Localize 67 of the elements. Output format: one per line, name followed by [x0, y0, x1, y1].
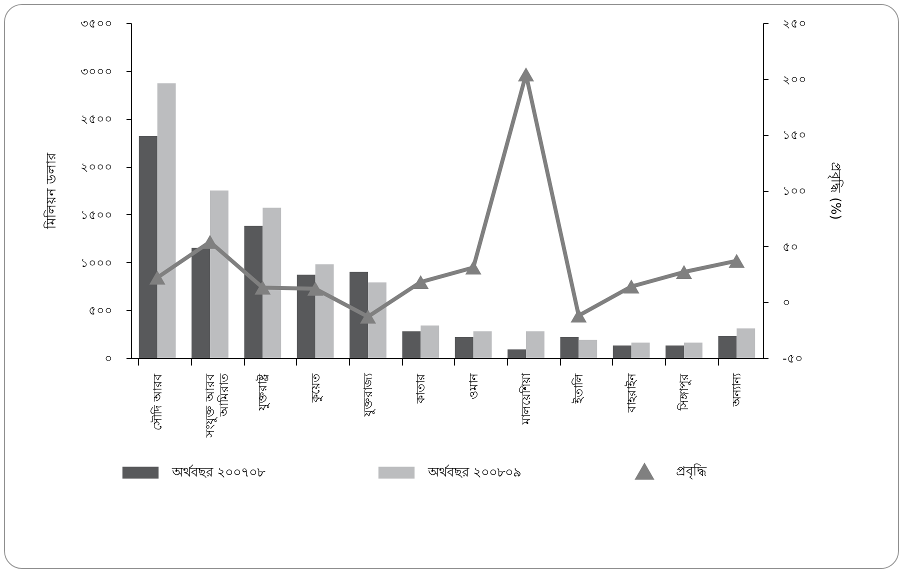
bar	[368, 282, 386, 358]
bar	[210, 190, 228, 358]
y-tick-label: ১০০০	[80, 256, 112, 270]
x-tick-label: ইতালি	[572, 372, 586, 404]
point	[412, 275, 429, 290]
point	[518, 67, 534, 82]
x-tick-label: যুক্তরাষ্ট্র	[256, 374, 271, 412]
x-tick-label: অন্যান্য	[730, 372, 744, 408]
bar	[454, 336, 474, 358]
y-axis-title: মিলিয়ন ডলার	[44, 152, 60, 230]
bar	[578, 340, 598, 358]
x-tick-label: যুক্তরাজ্য	[361, 372, 376, 418]
bar	[420, 325, 440, 358]
point	[728, 254, 745, 268]
y2-tick-label: ০	[782, 296, 790, 310]
point	[307, 282, 324, 296]
bar	[315, 264, 334, 358]
legend-label: অর্থবছর ২০০৭০৮	[171, 464, 266, 481]
bar	[192, 248, 210, 358]
y-tick-label: ০	[104, 352, 112, 366]
bar	[262, 208, 282, 358]
y2-tick-label: -৫০	[782, 352, 803, 366]
legend-label: অর্থবছর ২০০৮০৯	[427, 464, 522, 481]
point	[149, 270, 166, 285]
y-tick-label: ২৫০০	[80, 112, 112, 126]
bar	[684, 342, 702, 358]
y-tick-label: ৩৫০০	[80, 16, 112, 30]
y-tick-label: ২০০০	[80, 160, 112, 174]
bar	[508, 349, 526, 358]
x-tick-label: কাতার	[414, 374, 428, 404]
bar	[402, 331, 421, 358]
x-tick-label: কুয়েত	[308, 372, 324, 404]
y-tick-label: ৩০০০	[80, 64, 112, 78]
y2-tick-label: ২০০	[782, 72, 806, 86]
y2-tick-label: ১৫০	[782, 128, 806, 142]
bar	[718, 336, 737, 358]
bar	[138, 136, 158, 358]
x-tick-label: সিঙ্গাপুর	[677, 374, 692, 412]
y2-tick-label: ৫০	[782, 240, 798, 254]
x-tick-label: মালয়েশিয়া	[519, 372, 533, 426]
x-tick-label: সৌদি আরব	[150, 374, 164, 430]
bar	[157, 83, 176, 358]
bar	[244, 226, 263, 358]
point	[254, 280, 271, 295]
point	[676, 265, 692, 279]
y-tick-label: ৫০০	[88, 304, 112, 318]
y2-axis-title: প্রবৃদ্ধি (%)	[828, 162, 844, 220]
bar	[473, 331, 492, 358]
bar	[560, 336, 579, 358]
x-tick-label: ওমান	[466, 372, 480, 400]
bar	[631, 342, 650, 358]
x-tick-label: বাহরাইন	[624, 372, 638, 414]
bar	[612, 346, 632, 358]
bar	[296, 274, 316, 358]
bar	[666, 346, 684, 358]
y2-tick-label: ১০০	[782, 184, 806, 198]
point	[360, 310, 376, 324]
point	[465, 260, 482, 275]
x-tick-label: সংযুক্ত আরব আমিরাত	[203, 372, 231, 438]
bar	[526, 331, 544, 358]
bar	[736, 328, 756, 358]
point	[570, 308, 587, 323]
legend-label: প্রবৃদ্ধি	[676, 464, 707, 480]
point	[623, 280, 640, 294]
y-tick-label: ১৫০০	[80, 208, 112, 222]
bar	[350, 272, 368, 358]
y2-tick-label: ২৫০	[782, 16, 806, 30]
